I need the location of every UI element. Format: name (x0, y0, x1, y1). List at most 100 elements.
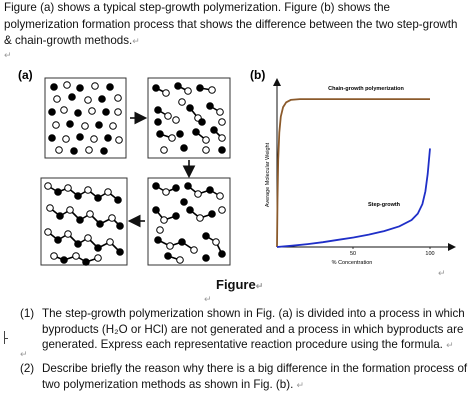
monomer-filled (102, 108, 110, 116)
monomer-filled (184, 182, 192, 190)
monomer-open (216, 108, 224, 116)
monomer-filled (154, 106, 162, 114)
paragraph-mark: ↵ (204, 294, 212, 304)
monomer-open (194, 190, 202, 198)
text-cursor (4, 338, 8, 339)
monomer-filled (56, 212, 64, 220)
step-growth-label: Step-growth (368, 202, 401, 208)
monomer-open (212, 238, 220, 246)
monomer-open (166, 242, 174, 250)
monomer-open (176, 256, 184, 264)
monomer-filled (66, 120, 74, 128)
monomer-filled (54, 188, 62, 196)
monomer-filled (164, 252, 172, 260)
x-tick-50: 50 (350, 251, 356, 257)
monomer-filled (116, 248, 124, 256)
question-text: The step-growth polymerization shown in … (42, 307, 465, 351)
monomer-filled (96, 220, 104, 228)
monomer-filled (48, 134, 56, 142)
monomer-filled (74, 109, 82, 117)
figure: (a) (b) Average Molecular Weight % Conce… (18, 68, 456, 266)
monomer-filled (95, 121, 103, 129)
figure-b-label: (b) (250, 68, 265, 82)
monomer-open (72, 252, 80, 260)
intro-paragraph: Figure (a) shows a typical step-growth p… (4, 0, 466, 50)
monomer-open (106, 238, 114, 246)
monomer-open (81, 122, 89, 130)
monomer-filled (68, 93, 76, 101)
monomer-open (218, 134, 226, 142)
monomer-open (52, 121, 60, 129)
paragraph-mark: ↵ (255, 281, 264, 291)
paragraph-mark: ↵ (296, 379, 305, 390)
monomer-filled (50, 83, 58, 91)
monomer-open (46, 204, 54, 212)
monomer-open (44, 182, 52, 190)
monomer-open (172, 116, 180, 124)
paragraph-mark: ↵ (132, 36, 140, 46)
monomer-filled (82, 258, 90, 266)
monomer-filled (152, 206, 160, 214)
monomer-open (63, 81, 71, 89)
monomer-filled (172, 184, 180, 192)
monomer-filled (114, 196, 122, 204)
monomer-filled (206, 102, 214, 110)
monomer-filled (54, 236, 62, 244)
monomer-filled (154, 236, 162, 244)
panel-monomers (44, 77, 127, 159)
paragraph-mark: ↵ (20, 349, 28, 359)
x-axis-label: % Concentration (332, 260, 373, 266)
monomer-open (160, 146, 168, 154)
monomer-filled (94, 244, 102, 252)
monomer-open (84, 96, 92, 104)
monomer-filled (202, 232, 210, 240)
monomer-filled (76, 133, 84, 141)
figure-a-label: (a) (18, 68, 33, 82)
monomer-filled (186, 206, 194, 214)
monomer-open (208, 86, 216, 94)
monomer-filled (60, 256, 68, 264)
monomer-filled (76, 216, 84, 224)
monomer-open (91, 82, 99, 90)
monomer-filled (48, 108, 56, 116)
monomer-open (88, 107, 96, 115)
monomer-filled (74, 192, 82, 200)
monomer-filled (70, 147, 78, 155)
monomer-open (84, 234, 92, 242)
monomer-filled (100, 147, 108, 155)
monomer-filled (218, 250, 226, 258)
monomer-filled (152, 182, 160, 190)
monomer-open (64, 184, 72, 192)
monomer-filled (94, 194, 102, 202)
monomer-open (164, 112, 172, 120)
question-number: (2) (20, 362, 35, 375)
monomer-open (85, 146, 93, 154)
monomer-open (114, 94, 122, 102)
paragraph-mark: ↵ (4, 50, 12, 60)
monomer-open (55, 146, 63, 154)
question-number: (1) (20, 307, 35, 320)
monomer-filled (180, 144, 188, 152)
question-text: Describe briefly the reason why there is… (42, 362, 468, 391)
monomer-open (115, 136, 123, 144)
text-cursor (4, 331, 5, 344)
monomer-open (66, 206, 74, 214)
monomer-open (156, 226, 164, 234)
monomer-filled (196, 84, 204, 92)
monomer-filled (74, 240, 82, 248)
monomer-open (190, 246, 198, 254)
monomer-open (202, 136, 210, 144)
paragraph-mark: ↵ (438, 268, 446, 278)
monomer-open (60, 106, 68, 114)
monomer-open (202, 146, 210, 154)
monomer-filled (198, 118, 206, 126)
monomer-open (104, 188, 112, 196)
monomer-filled (218, 146, 226, 154)
monomer-filled (116, 222, 124, 230)
monomer-filled (106, 83, 114, 91)
monomer-open (218, 118, 226, 126)
monomer-filled (176, 130, 184, 138)
monomer-open (114, 108, 122, 116)
monomer-filled (206, 186, 214, 194)
monomer-filled (156, 130, 164, 138)
